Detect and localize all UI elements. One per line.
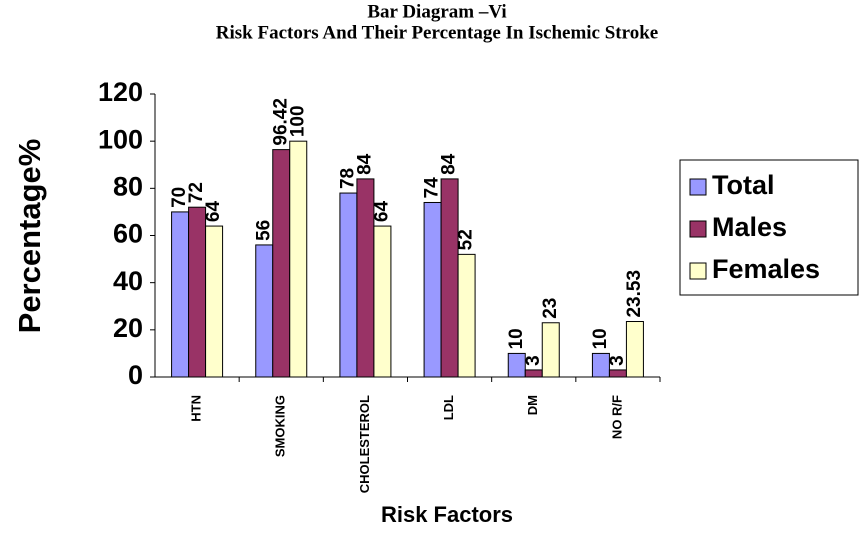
data-label: 70 xyxy=(169,187,190,208)
x-tick-label: SMOKING xyxy=(273,395,288,457)
bar xyxy=(507,352,526,378)
bar xyxy=(171,211,190,378)
bar xyxy=(457,253,476,378)
data-label: 64 xyxy=(203,200,224,222)
legend-swatch xyxy=(689,262,707,280)
data-label: 3 xyxy=(523,355,544,366)
legend-box xyxy=(679,159,859,296)
data-label: 74 xyxy=(422,177,443,199)
chart-subtitle: Risk Factors And Their Percentage In Isc… xyxy=(216,22,658,43)
bar xyxy=(289,140,308,378)
legend-swatch xyxy=(689,220,707,238)
legend-label: Males xyxy=(712,212,787,242)
bar xyxy=(373,225,392,378)
y-tick-label: 80 xyxy=(113,171,143,201)
data-label: 3 xyxy=(607,355,628,366)
legend-label: Females xyxy=(712,254,820,284)
bar xyxy=(205,225,224,378)
bar xyxy=(625,321,644,378)
y-tick-label: 20 xyxy=(113,313,143,343)
x-tick-label: DM xyxy=(525,395,540,415)
bar xyxy=(440,178,459,378)
bar xyxy=(272,149,291,378)
data-label: 96.42 xyxy=(270,98,291,146)
data-label: 84 xyxy=(439,153,460,175)
data-label: 84 xyxy=(354,153,375,175)
y-tick-label: 120 xyxy=(98,77,143,107)
x-tick-label: NO R/F xyxy=(609,395,624,439)
y-tick-label: 60 xyxy=(113,219,143,249)
x-tick-label: HTN xyxy=(189,395,204,422)
y-tick-label: 0 xyxy=(128,360,143,390)
chart-title: Bar Diagram –Vi xyxy=(367,1,506,22)
data-label: 100 xyxy=(287,105,308,137)
y-tick-label: 40 xyxy=(113,266,143,296)
data-label: 10 xyxy=(590,328,611,349)
data-label: 52 xyxy=(456,229,477,250)
bar xyxy=(188,206,207,378)
data-label: 10 xyxy=(506,328,527,349)
data-label: 23.53 xyxy=(624,270,645,318)
data-label: 64 xyxy=(371,200,392,222)
y-axis-title: Percentage% xyxy=(12,139,47,334)
data-label: 56 xyxy=(253,220,274,241)
bar xyxy=(423,201,442,378)
data-label: 78 xyxy=(337,168,358,189)
data-label: 72 xyxy=(186,182,207,203)
bar xyxy=(339,192,358,378)
bar xyxy=(591,352,610,378)
bar xyxy=(524,369,543,378)
bar xyxy=(255,244,274,378)
x-tick-label: LDL xyxy=(441,395,456,420)
legend-swatch xyxy=(689,178,707,196)
y-tick-label: 100 xyxy=(98,124,143,154)
legend-label: Total xyxy=(712,170,775,200)
x-axis-title: Risk Factors xyxy=(381,502,513,527)
bar xyxy=(541,322,560,378)
data-label: 23 xyxy=(540,298,561,319)
bar xyxy=(608,369,627,378)
x-tick-label: CHOLESTEROL xyxy=(357,395,372,493)
